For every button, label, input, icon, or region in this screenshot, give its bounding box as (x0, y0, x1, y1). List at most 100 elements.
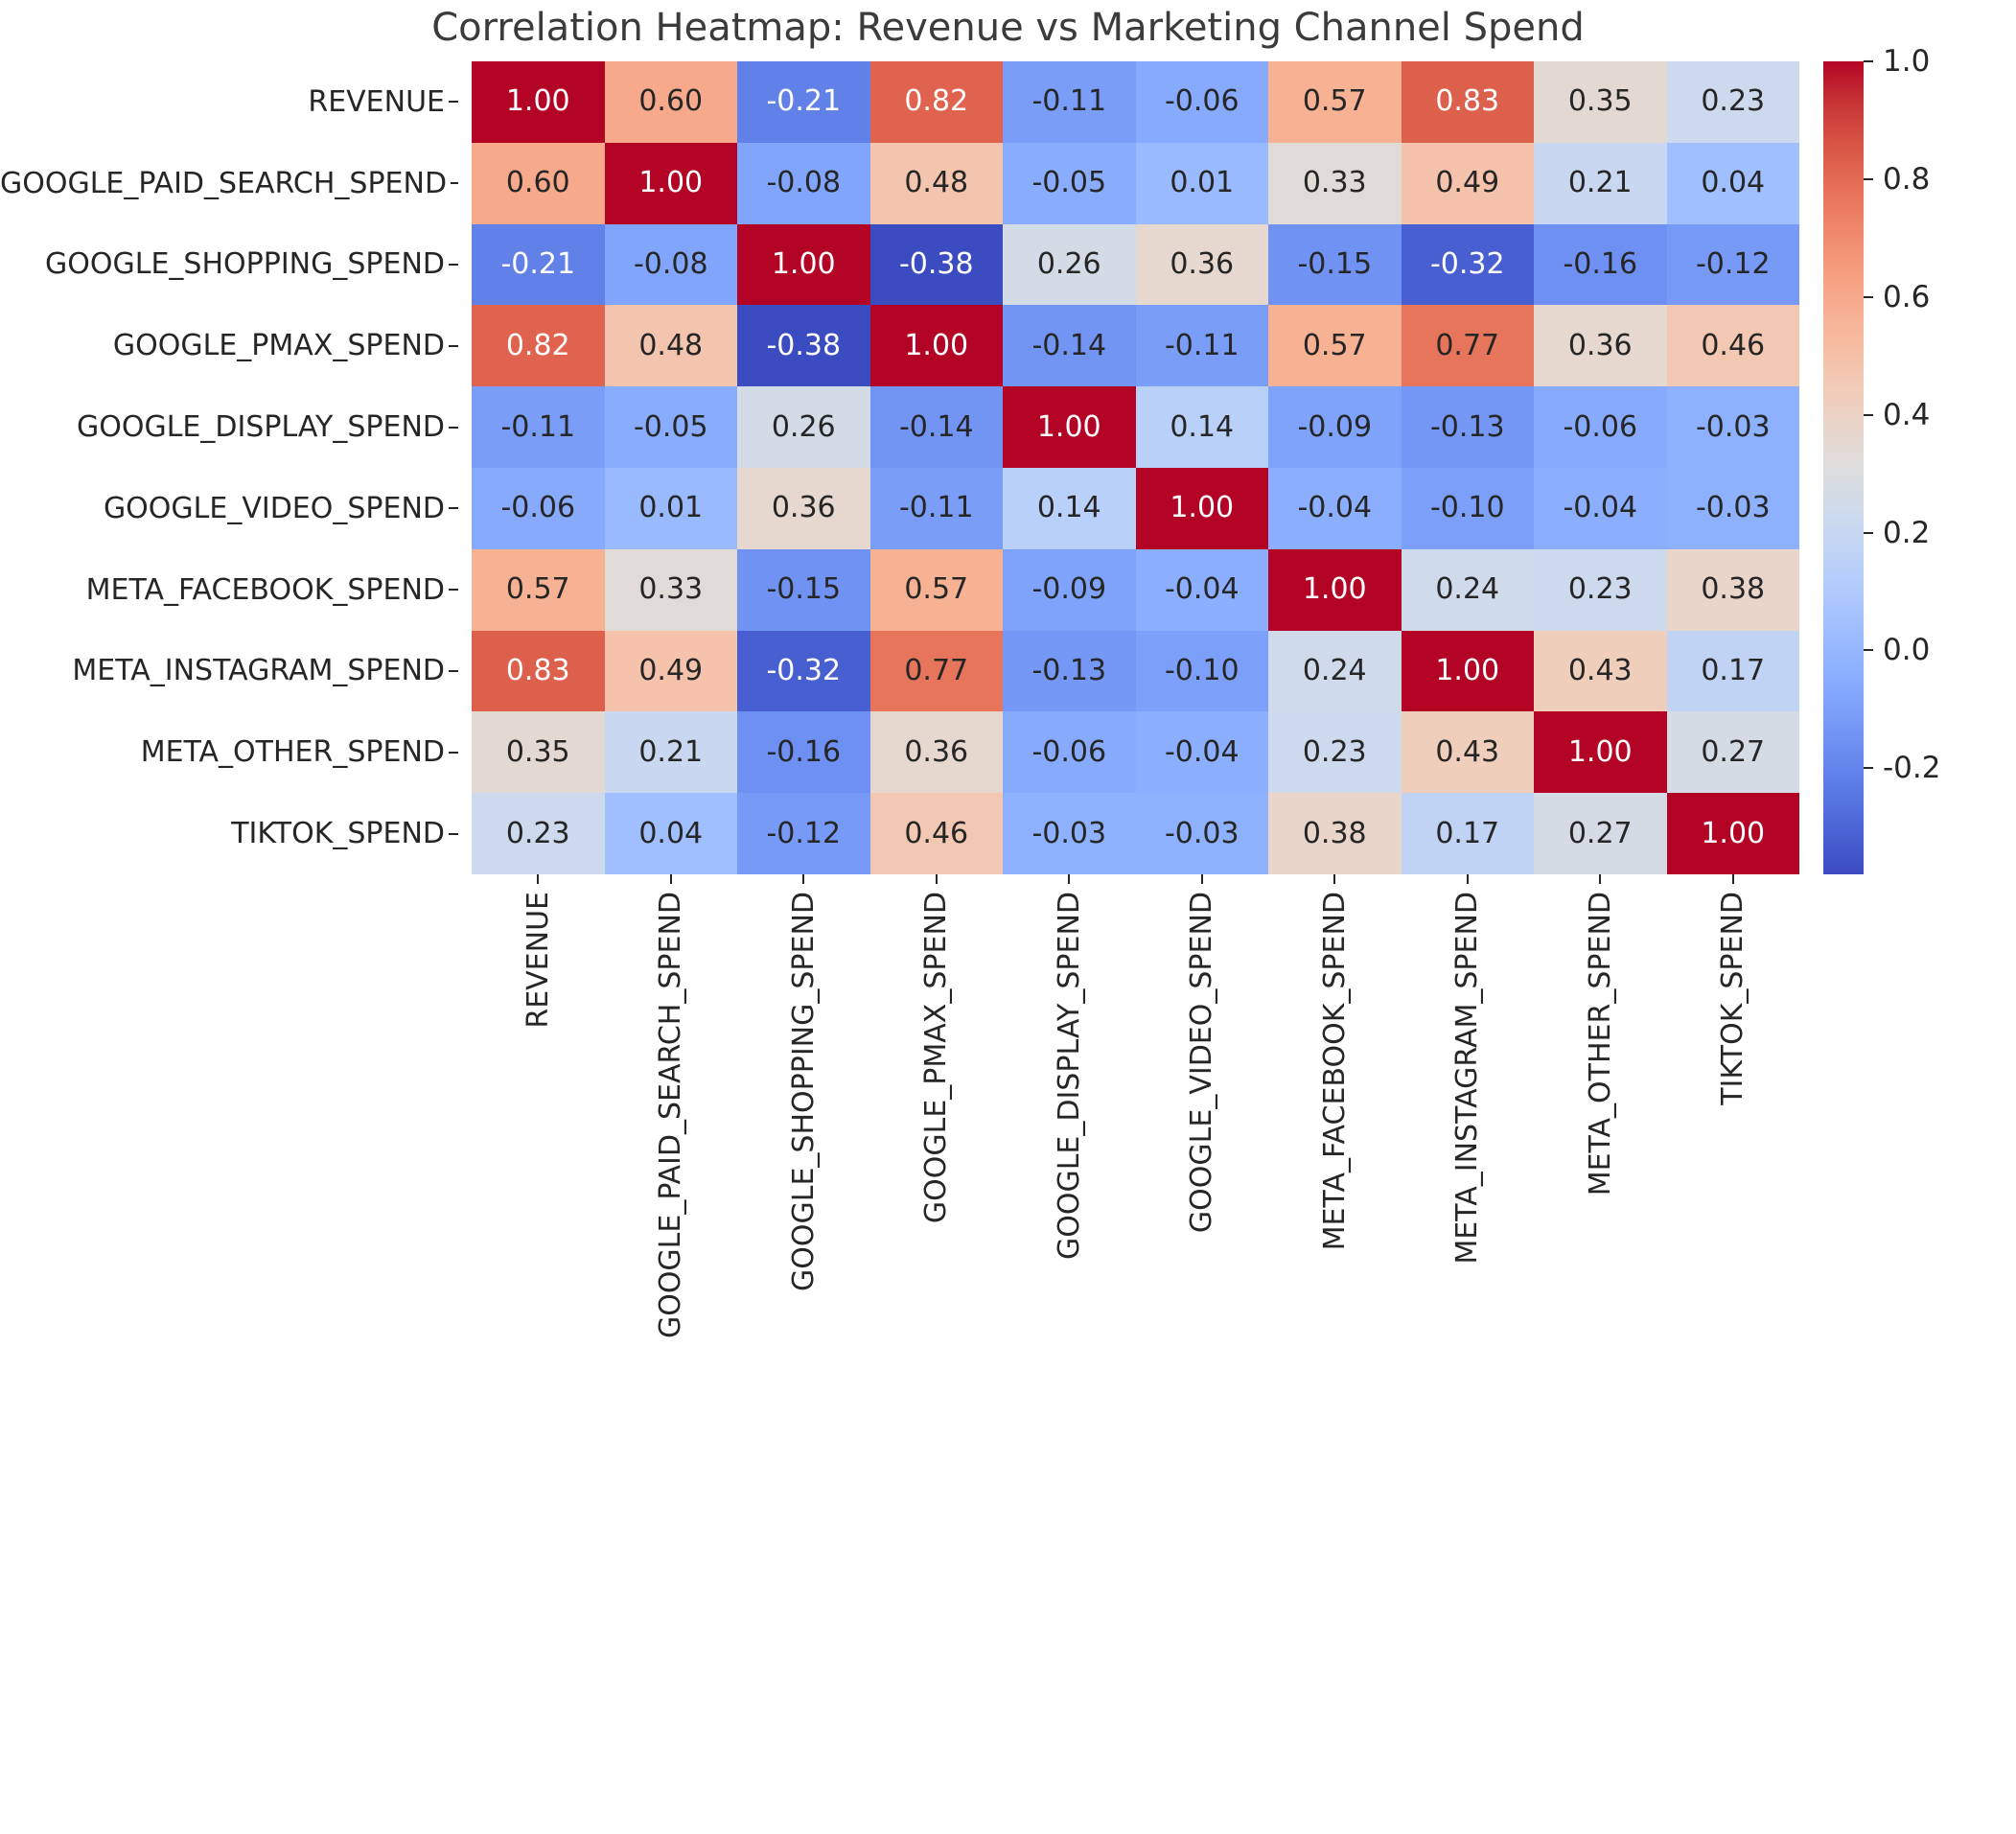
y-tick-2: GOOGLE_SHOPPING_SPEND (0, 224, 460, 306)
heatmap-cell: 1.00 (1268, 548, 1402, 631)
x-tick-mark (1466, 874, 1469, 884)
heatmap-cell: -0.06 (1135, 61, 1268, 143)
heatmap-cell: 0.60 (472, 142, 605, 224)
heatmap-cell: 0.38 (1666, 548, 1799, 631)
y-tick-mark (449, 101, 458, 104)
heatmap-cell: 0.57 (1268, 305, 1402, 387)
x-tick-6: META_FACEBOOK_SPEND (1268, 874, 1402, 1469)
heatmap-cell: -0.05 (1003, 142, 1136, 224)
heatmap-cell: 0.83 (472, 630, 605, 712)
heatmap-cell: -0.12 (1666, 223, 1799, 306)
x-tick-mark (1333, 874, 1336, 884)
heatmap-cell: -0.13 (1003, 630, 1136, 712)
heatmap-cell: 0.23 (1268, 711, 1402, 794)
x-tick-7: META_INSTAGRAM_SPEND (1402, 874, 1535, 1469)
y-tick-3: GOOGLE_PMAX_SPEND (0, 305, 460, 386)
x-tick-1: GOOGLE_PAID_SEARCH_SPEND (605, 874, 738, 1469)
x-tick-label: GOOGLE_PAID_SEARCH_SPEND (654, 892, 688, 1339)
x-tick-label: META_OTHER_SPEND (1583, 892, 1617, 1196)
heatmap-cell: 0.23 (1534, 548, 1667, 631)
heatmap-cell: -0.11 (1135, 305, 1268, 387)
x-tick-label: REVENUE (521, 892, 555, 1029)
heatmap-cell: 0.46 (1666, 305, 1799, 387)
y-tick-mark (449, 263, 458, 266)
colorbar-tick-label: 0.6 (1883, 279, 1931, 314)
heatmap-cell: 0.17 (1666, 630, 1799, 712)
y-tick-label: REVENUE (308, 84, 445, 119)
colorbar-tick-6: -0.2 (1864, 751, 1941, 785)
heatmap-cell: 0.35 (472, 711, 605, 794)
heatmap-cell: 0.33 (604, 548, 737, 631)
x-tick-mark (669, 874, 672, 884)
x-tick-label: GOOGLE_PMAX_SPEND (919, 892, 954, 1224)
colorbar-tick-label: 0.8 (1883, 161, 1931, 197)
heatmap-cell: -0.06 (1003, 711, 1136, 794)
y-tick-4: GOOGLE_DISPLAY_SPEND (0, 386, 460, 468)
y-tick-mark (449, 751, 458, 754)
x-tick-label: META_FACEBOOK_SPEND (1317, 892, 1352, 1251)
heatmap-cell: 0.27 (1534, 793, 1667, 874)
x-tick-3: GOOGLE_PMAX_SPEND (870, 874, 1004, 1469)
heatmap-cell: -0.06 (472, 468, 605, 549)
colorbar-tick-0: 1.0 (1864, 44, 1930, 79)
heatmap-cell: -0.21 (737, 61, 870, 143)
heatmap-cell: 0.26 (737, 386, 870, 468)
y-axis: REVENUE GOOGLE_PAID_SEARCH_SPEND GOOGLE_SH… (0, 61, 460, 874)
heatmap-cell: 1.00 (1534, 711, 1667, 794)
y-tick-label: TIKTOK_SPEND (231, 817, 445, 851)
heatmap-cell: -0.10 (1135, 630, 1268, 712)
heatmap-cell: -0.15 (737, 548, 870, 631)
heatmap-cell: -0.04 (1135, 711, 1268, 794)
heatmap-cell: 0.26 (1003, 223, 1136, 306)
y-tick-label: META_FACEBOOK_SPEND (85, 572, 445, 607)
heatmap-cell: 1.00 (1003, 386, 1136, 468)
page-title: Correlation Heatmap: Revenue vs Marketin… (431, 6, 1585, 50)
y-tick-0: REVENUE (0, 61, 460, 143)
colorbar-gradient[interactable] (1823, 61, 1864, 874)
heatmap-cell: -0.06 (1534, 386, 1667, 468)
heatmap-cell: 0.83 (1401, 61, 1534, 143)
y-tick-label: GOOGLE_PMAX_SPEND (112, 329, 445, 363)
colorbar-tick-1: 0.8 (1864, 162, 1930, 197)
heatmap-cell: -0.13 (1401, 386, 1534, 468)
heatmap-cell: 0.35 (1534, 61, 1667, 143)
heatmap-cell: 0.04 (1666, 142, 1799, 224)
heatmap-cell: -0.09 (1003, 548, 1136, 631)
heatmap-cell: 1.00 (1401, 630, 1534, 712)
heatmap-cell: -0.08 (737, 142, 870, 224)
y-tick-1: GOOGLE_PAID_SEARCH_SPEND (0, 143, 460, 224)
heatmap-cell: 0.38 (1268, 793, 1402, 874)
y-tick-7: META_INSTAGRAM_SPEND (0, 631, 460, 712)
heatmap-cell: 0.01 (1135, 142, 1268, 224)
x-tick-mark (935, 874, 938, 884)
heatmap-cell: -0.14 (869, 386, 1003, 468)
heatmap-cell: 0.48 (604, 305, 737, 387)
y-tick-5: GOOGLE_VIDEO_SPEND (0, 468, 460, 549)
heatmap-cell: 0.17 (1401, 793, 1534, 874)
heatmap-cell: 0.21 (1534, 142, 1667, 224)
heatmap-cell: 0.27 (1666, 711, 1799, 794)
x-tick-4: GOOGLE_DISPLAY_SPEND (1003, 874, 1136, 1469)
colorbar-tick-label: 0.0 (1883, 633, 1931, 668)
heatmap-cell: -0.10 (1401, 468, 1534, 549)
heatmap-cell: 0.49 (1401, 142, 1534, 224)
x-tick-label: TIKTOK_SPEND (1716, 892, 1750, 1105)
y-tick-mark (449, 832, 458, 835)
y-tick-mark (449, 669, 458, 672)
heatmap-cell: -0.05 (604, 386, 737, 468)
heatmap-cell: -0.16 (1534, 223, 1667, 306)
x-tick-8: META_OTHER_SPEND (1534, 874, 1667, 1469)
heatmap-cell: 0.82 (472, 305, 605, 387)
y-tick-label: META_OTHER_SPEND (140, 735, 445, 770)
y-tick-8: META_OTHER_SPEND (0, 711, 460, 793)
heatmap-cell: -0.12 (737, 793, 870, 874)
heatmap-cell: -0.38 (869, 223, 1003, 306)
heatmap-cell: 0.36 (1135, 223, 1268, 306)
colorbar-tick-5: 0.0 (1864, 633, 1930, 667)
heatmap-cell: -0.11 (1003, 61, 1136, 143)
x-tick-mark (537, 874, 540, 884)
y-tick-mark (449, 426, 458, 429)
heatmap-cell: 0.57 (1268, 61, 1402, 143)
colorbar-tick-4: 0.2 (1864, 516, 1930, 550)
